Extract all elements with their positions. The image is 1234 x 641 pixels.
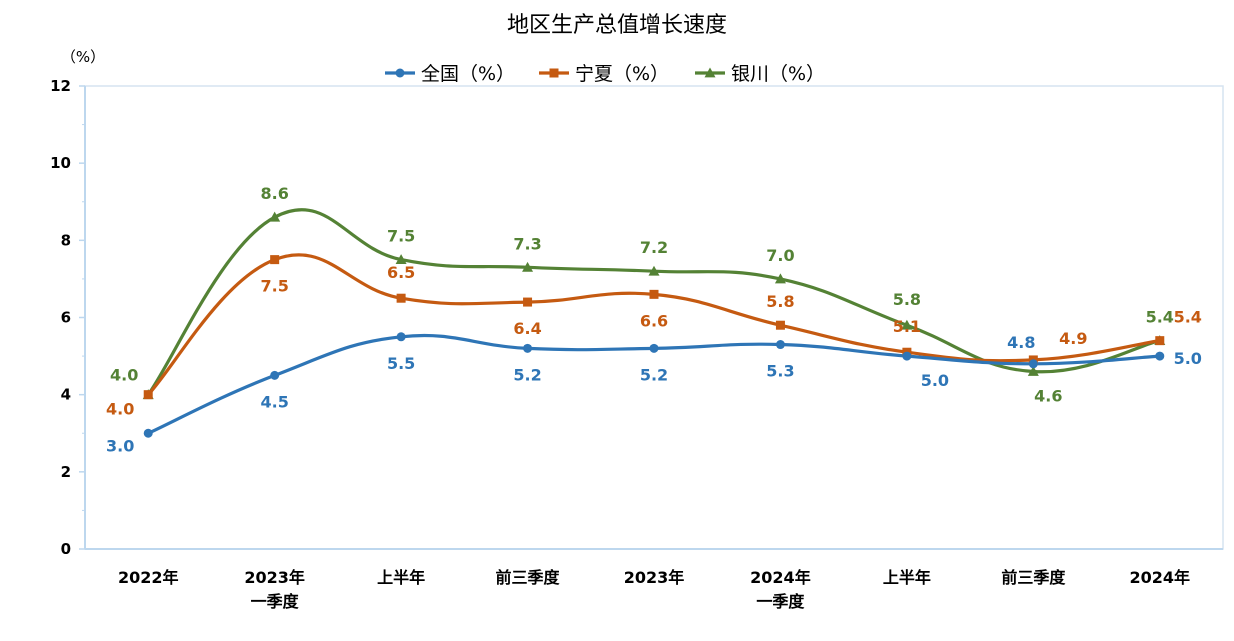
y-axis-unit: （%）: [61, 48, 105, 66]
data-labels: 3.0 4.5 5.5 5.2 5.2 5.3 5.0 4.8 5.0 4.0 7.5 6.5 6.4 6…: [106, 184, 1202, 455]
data-label-ningxia: 5.4: [1174, 308, 1202, 327]
data-label-yinchuan: 7.5: [387, 227, 415, 246]
legend-label: 全国（%）: [421, 63, 515, 85]
data-label-ningxia: 4.9: [1059, 329, 1087, 348]
data-label-national: 5.0: [921, 371, 949, 390]
marker-ningxia: [523, 297, 533, 307]
data-label-yinchuan: 7.3: [513, 234, 541, 253]
data-label-national: 5.3: [766, 362, 794, 381]
x-tick-label: 前三季度: [1001, 568, 1066, 587]
data-label-ningxia: 5.8: [766, 292, 794, 311]
marker-national: [649, 343, 659, 353]
data-label-national: 5.0: [1174, 349, 1202, 368]
legend-swatch-marker: [704, 67, 716, 78]
y-tick-label: 4: [61, 386, 71, 404]
data-label-ningxia: 6.5: [387, 263, 415, 282]
data-label-ningxia: 6.4: [513, 319, 541, 338]
marker-yinchuan: [1027, 366, 1039, 376]
marker-yinchuan: [901, 319, 913, 330]
marker-yinchuan: [395, 254, 407, 265]
marker-ningxia: [143, 390, 153, 400]
data-label-national: 5.2: [640, 365, 668, 384]
marker-national: [1155, 351, 1165, 361]
x-tick-label: 2022年: [118, 568, 179, 587]
marker-ningxia: [270, 255, 280, 265]
y-tick-label: 0: [61, 540, 71, 558]
x-tick-label: 2024年: [1130, 568, 1191, 587]
legend-label: 宁夏（%）: [575, 63, 669, 85]
marker-ningxia: [396, 293, 406, 303]
y-tick-label: 8: [61, 231, 71, 249]
data-label-yinchuan: 7.2: [640, 238, 668, 257]
marker-national: [143, 428, 153, 438]
x-tick-label: 2023年一季度: [244, 568, 305, 611]
marker-national: [902, 351, 912, 361]
legend-label: 银川（%）: [731, 63, 825, 85]
marker-ningxia: [649, 289, 659, 299]
axes: 0 2 4 6 8 10 12 2022年 2023年一季度 上半年 前三季度 2023年 2024年一…: [50, 77, 1223, 611]
data-label-yinchuan: 5.8: [893, 290, 921, 309]
x-tick-label: 上半年: [883, 568, 931, 587]
x-tick-label: 上半年: [377, 568, 425, 587]
y-tick-label: 6: [61, 309, 71, 327]
data-label-national: 3.0: [106, 436, 134, 455]
data-label-national: 4.8: [1007, 333, 1035, 352]
legend-swatch-marker: [395, 68, 405, 78]
marker-national: [270, 370, 280, 380]
data-label-ningxia: 7.5: [260, 277, 288, 296]
data-label-ningxia: 4.0: [106, 400, 134, 419]
y-tick-label: 12: [50, 77, 71, 95]
legend-item-national: 全国（%）: [385, 63, 515, 85]
marker-ningxia: [1155, 336, 1165, 346]
marker-national: [523, 343, 533, 353]
legend-item-yinchuan: 银川（%）: [695, 63, 825, 85]
legend: 全国（%） 宁夏（%） 银川（%）: [385, 63, 825, 85]
data-label-ningxia: 6.6: [640, 311, 668, 330]
series-line-ningxia: [146, 253, 1162, 397]
marker-national: [775, 340, 785, 350]
data-label-ningxia: 5.1: [893, 317, 921, 336]
marker-national: [1028, 359, 1038, 369]
legend-item-ningxia: 宁夏（%）: [539, 63, 669, 85]
x-tick-label: 2023年: [624, 568, 685, 587]
markers: [142, 211, 1166, 438]
marker-ningxia: [775, 320, 785, 330]
y-tick-label: 10: [50, 154, 71, 172]
chart-title: 地区生产总值增长速度: [507, 13, 727, 38]
marker-yinchuan: [269, 211, 281, 222]
data-label-national: 4.5: [260, 392, 288, 411]
data-label-national: 5.2: [513, 365, 541, 384]
marker-yinchuan: [648, 265, 660, 276]
y-tick-label: 2: [61, 463, 71, 481]
marker-yinchuan: [774, 273, 786, 284]
data-label-national: 5.5: [387, 354, 415, 373]
x-tick-label: 前三季度: [496, 568, 561, 587]
data-label-yinchuan: 7.0: [766, 246, 794, 265]
marker-national: [396, 332, 406, 342]
x-tick-label: 2024年一季度: [750, 568, 811, 611]
data-label-yinchuan: 4.0: [110, 366, 138, 385]
data-label-yinchuan: 8.6: [260, 184, 288, 203]
marker-yinchuan: [522, 261, 534, 272]
legend-swatch-marker: [549, 68, 559, 78]
data-label-yinchuan: 5.4: [1146, 308, 1174, 327]
data-label-yinchuan: 4.6: [1034, 387, 1062, 406]
